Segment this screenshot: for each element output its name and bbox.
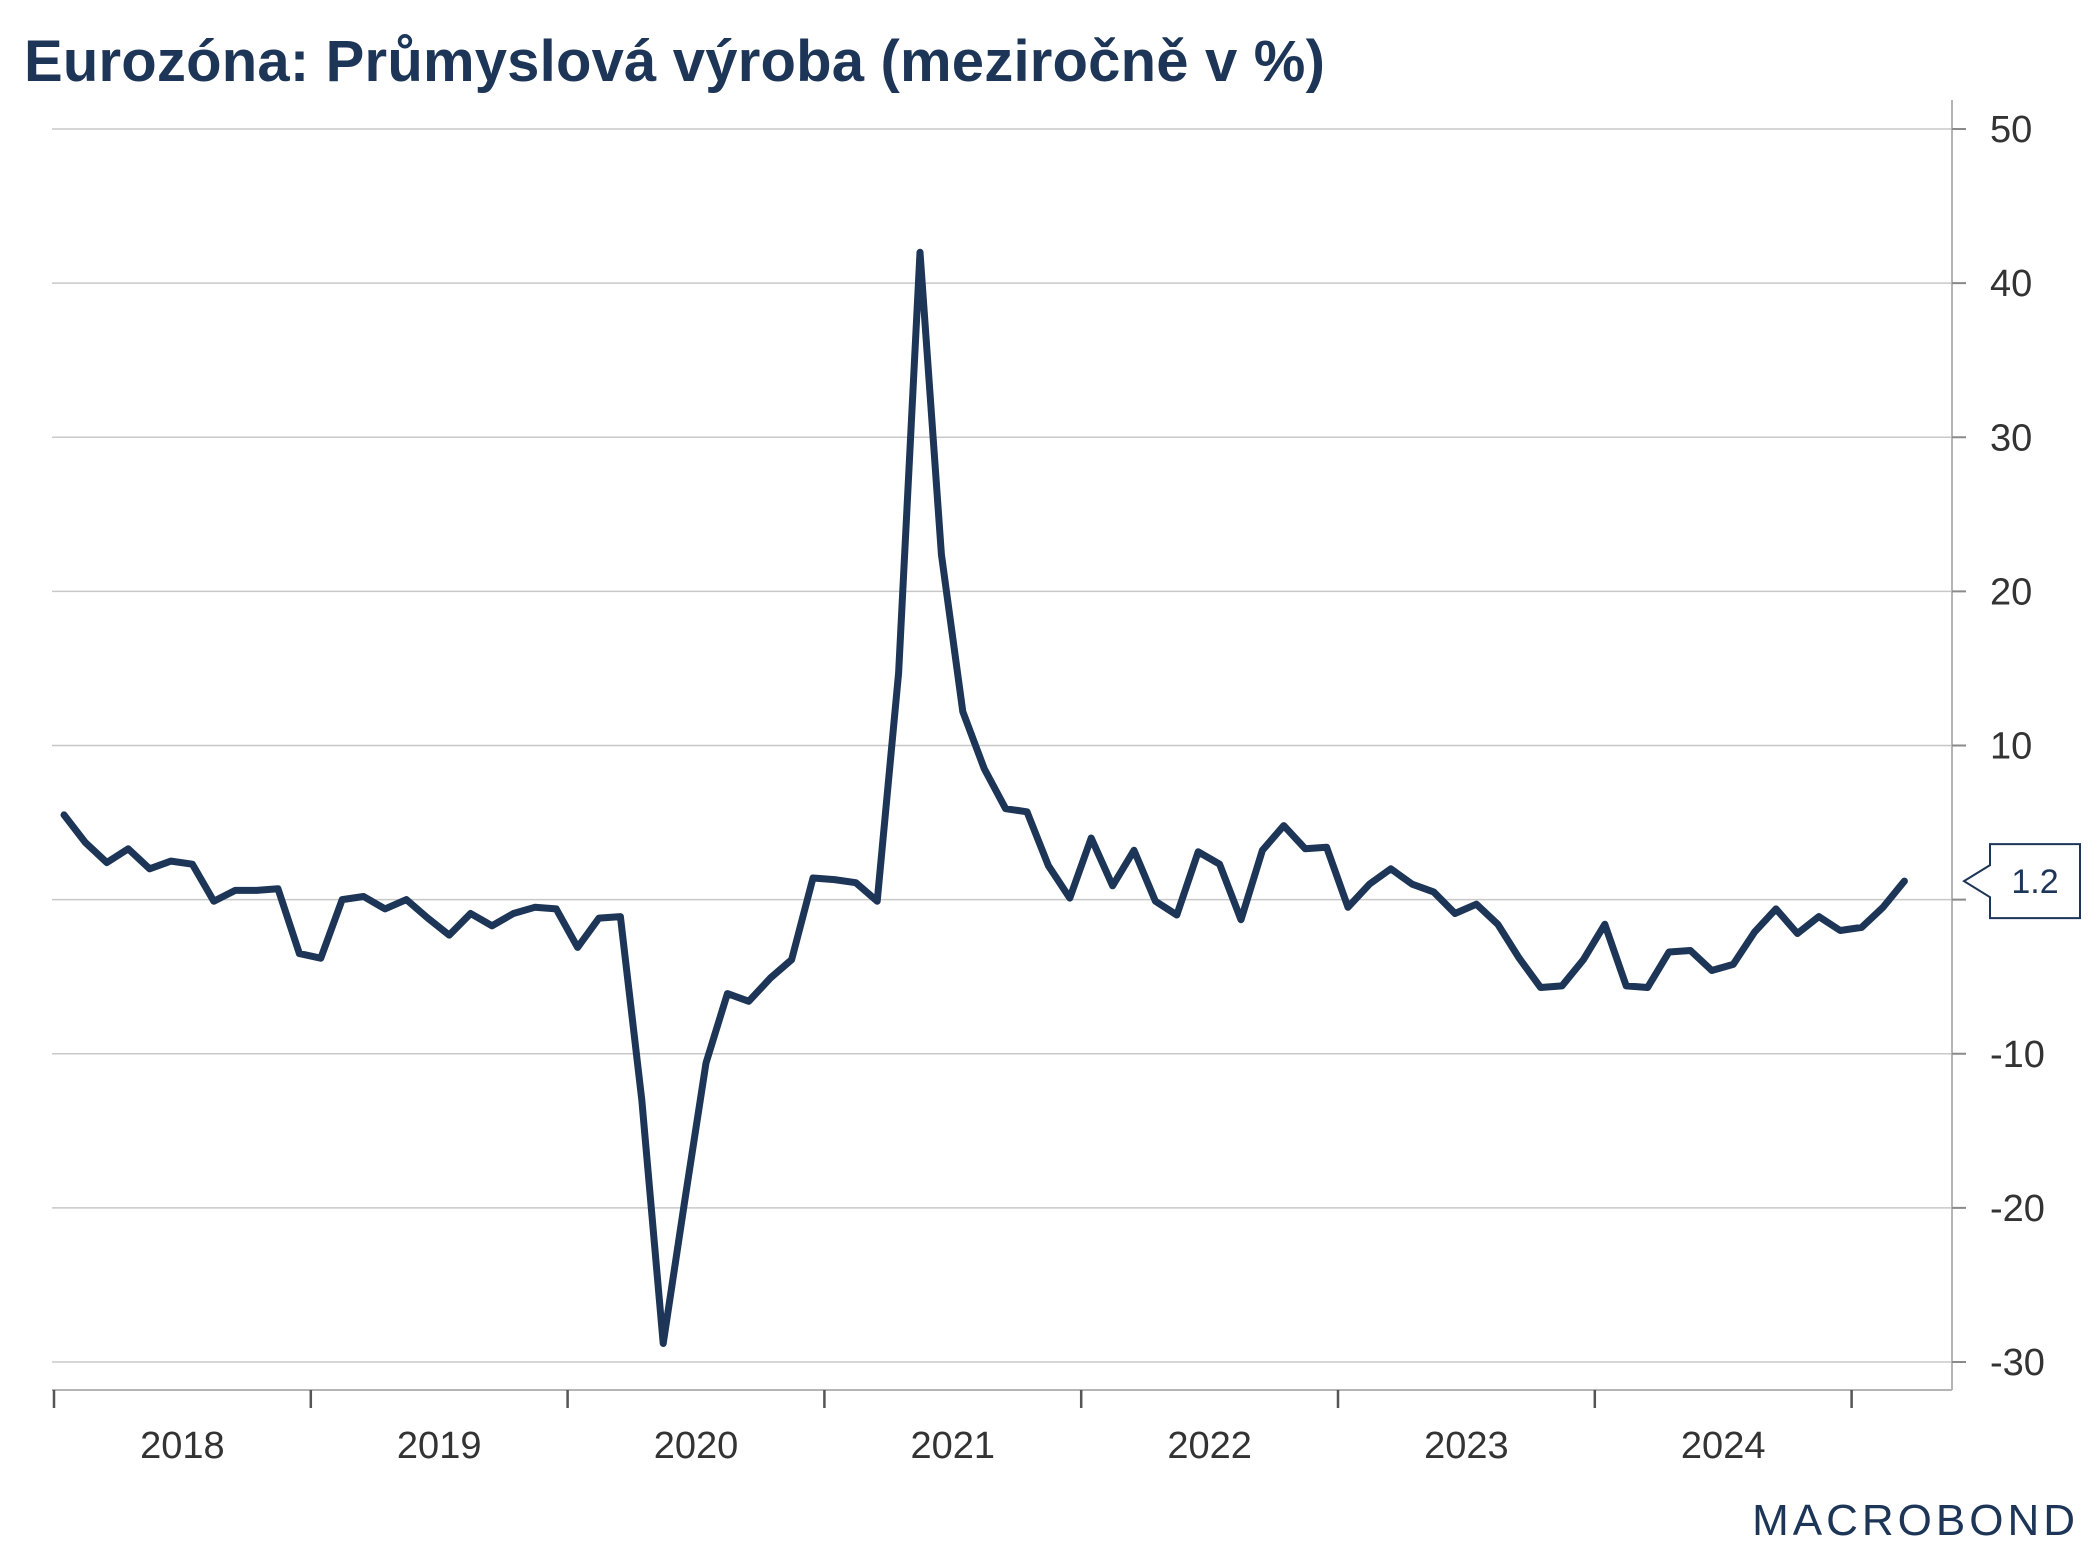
x-tick-label: 2023 — [1424, 1425, 1509, 1467]
gridlines — [52, 128, 1952, 1363]
y-tick-label: 50 — [1990, 109, 2032, 151]
chart-title: Eurozóna: Průmyslová výroba (meziročně v… — [24, 29, 1326, 94]
series-layer — [60, 248, 1908, 1347]
y-tick-label: 20 — [1990, 571, 2032, 613]
x-tick-label: 2021 — [911, 1425, 996, 1467]
y-axis-ticks: 50 40 30 20 10 -10 -20 -30 — [1952, 109, 2045, 1384]
x-tick-label: 2024 — [1681, 1425, 1766, 1467]
y-tick-label: -30 — [1990, 1342, 2045, 1384]
last-value-box — [1962, 843, 2081, 920]
y-tick-label: 40 — [1990, 263, 2032, 305]
x-tick-label: 2018 — [140, 1425, 225, 1467]
y-tick-label: -20 — [1990, 1188, 2045, 1230]
y-tick-label: -10 — [1990, 1034, 2045, 1076]
last-value-label: 1.2 — [2011, 863, 2058, 901]
series-line — [60, 248, 1908, 1347]
x-axis-ticks: 2018 2019 2020 2021 2022 2023 2024 — [52, 1390, 1853, 1467]
y-tick-label: 30 — [1990, 417, 2032, 459]
last-value-callout: 1.2 — [1962, 843, 2081, 920]
macrobond-logo: MACROBOND — [1752, 1496, 2079, 1545]
x-tick-label: 2020 — [654, 1425, 739, 1467]
x-tick-label: 2022 — [1167, 1425, 1252, 1467]
y-tick-label: 10 — [1990, 726, 2032, 768]
x-tick-label: 2019 — [397, 1425, 482, 1467]
